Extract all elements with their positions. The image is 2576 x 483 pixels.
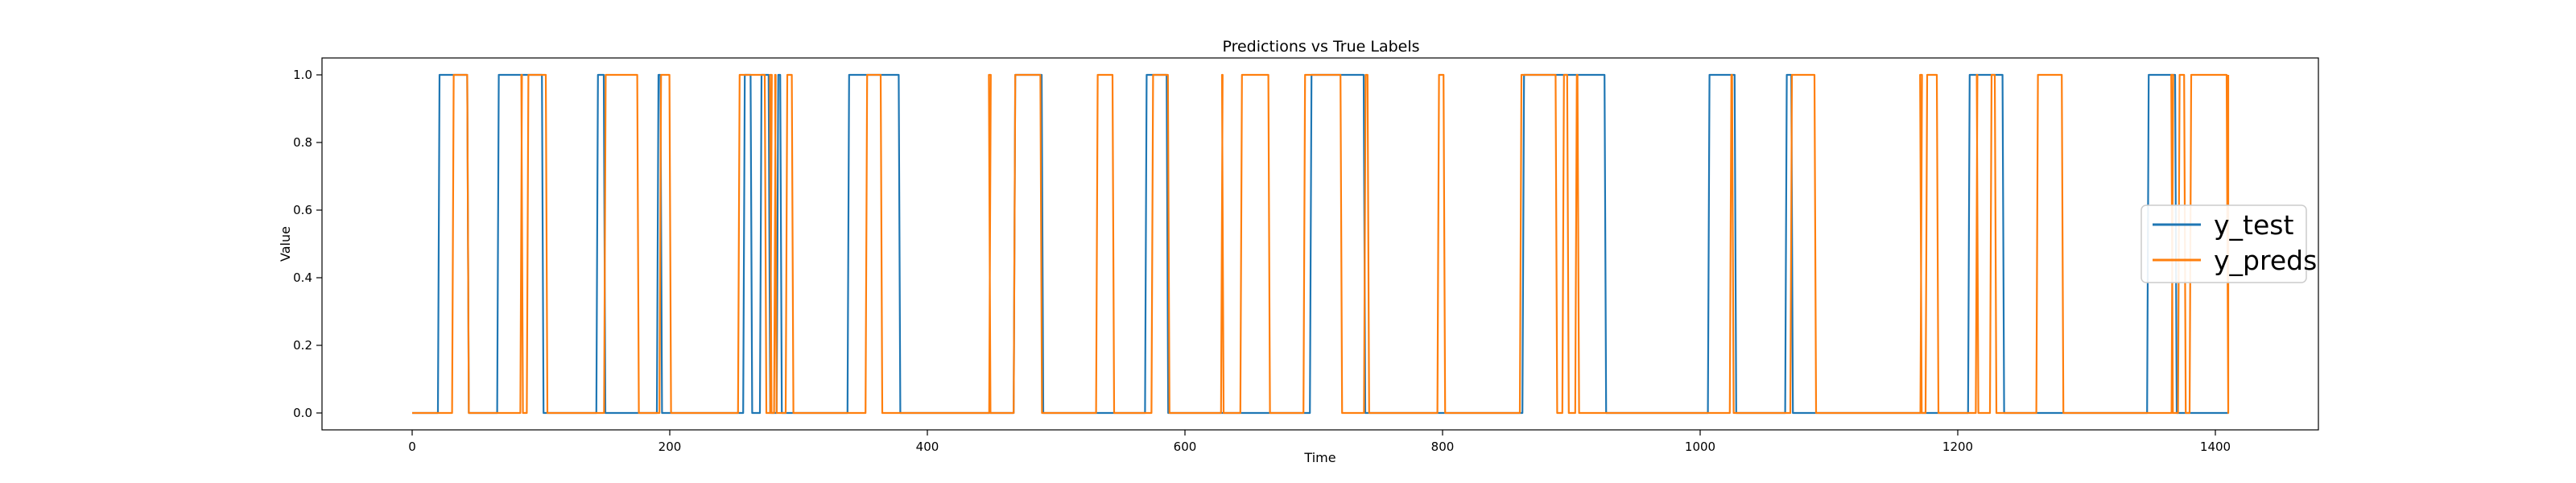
series-layer — [412, 73, 2230, 415]
chart-title: Predictions vs True Labels — [1222, 38, 1419, 56]
plot-frame — [321, 57, 2319, 431]
y-tick-label: 0.8 — [293, 135, 312, 150]
y-tick-label: 0.4 — [293, 270, 312, 285]
x-tick-label: 1400 — [2200, 440, 2231, 454]
legend-label-y-preds: y_preds — [2214, 245, 2317, 276]
y-axis-label: Value — [278, 226, 293, 262]
series-line-y-preds — [412, 73, 2230, 415]
x-tick-label: 400 — [916, 440, 939, 454]
y-tick-label: 0.2 — [293, 338, 312, 353]
x-tick-label: 600 — [1174, 440, 1197, 454]
y-axis: 0.0 0.2 0.4 0.6 0.8 1.0 — [293, 68, 322, 420]
legend-label-y-test: y_test — [2214, 209, 2293, 241]
x-tick-label: 200 — [658, 440, 682, 454]
y-tick-label: 0.6 — [293, 203, 312, 217]
x-axis: 0 200 400 600 800 1000 1200 1400 — [408, 430, 2231, 454]
x-tick-label: 1000 — [1685, 440, 1715, 454]
x-tick-label: 1200 — [1942, 440, 1973, 454]
plot-area — [322, 58, 2318, 430]
x-tick-label: 800 — [1431, 440, 1455, 454]
y-tick-label: 1.0 — [293, 68, 312, 82]
x-axis-label: Time — [1303, 450, 1335, 465]
x-tick-label: 0 — [408, 440, 416, 454]
legend: y_test y_preds — [2140, 204, 2317, 283]
y-tick-label: 0.0 — [293, 406, 312, 420]
